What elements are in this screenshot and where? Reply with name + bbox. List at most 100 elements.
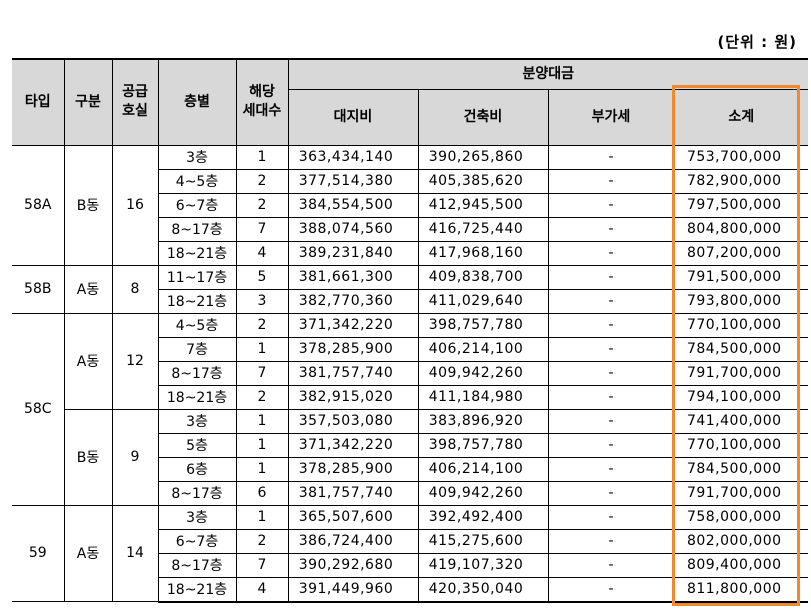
floor-cell: 8~17층 [157,360,237,386]
subtotal-cell: 784,500,000 [673,336,808,362]
floor-cell: 6~7층 [157,528,237,554]
floor-cell: 5층 [157,432,237,458]
type-cell: 58B [12,264,65,314]
subtotal-cell: 758,000,000 [673,504,808,530]
units-cell: 12 [111,312,159,410]
table-row: 6층 1 378,285,900 406,214,100 - 784,500,0… [12,456,808,482]
building-cell: 419,107,320 [417,552,549,578]
floor-cell: 6~7층 [157,192,237,218]
vat-cell: - [547,528,675,554]
subtotal-cell: 791,700,000 [673,360,808,386]
building-cell: 390,265,860 [417,144,549,170]
land-cell: 388,074,560 [287,216,419,242]
land-cell: 381,661,300 [287,264,419,290]
building-cell: 411,184,980 [417,384,549,410]
floor-cell: 18~21층 [157,576,237,603]
division-cell: A동 [63,264,113,314]
count-cell: 5 [235,264,289,290]
building-cell: 409,838,700 [417,264,549,290]
building-cell: 411,029,640 [417,288,549,314]
units-cell: 14 [111,504,159,602]
header-floor: 층별 [157,58,237,146]
division-cell: A동 [63,312,113,410]
vat-cell: - [547,480,675,506]
subtotal-cell: 770,100,000 [673,312,808,338]
vat-cell: - [547,360,675,386]
building-cell: 383,896,920 [417,408,549,434]
table-row: 18~21층 4 391,449,960 420,350,040 - 811,8… [12,576,808,603]
vat-cell: - [547,240,675,266]
division-cell: A동 [63,504,113,602]
land-cell: 363,434,140 [287,144,419,170]
building-cell: 416,725,440 [417,216,549,242]
vat-cell: - [547,312,675,338]
type-cell: 58A [12,144,65,266]
table-row: 58B A동 8 11~17층 5 381,661,300 409,838,70… [12,264,808,314]
count-cell: 4 [235,240,289,266]
land-cell: 378,285,900 [287,336,419,362]
land-cell: 381,757,740 [287,480,419,506]
building-cell: 409,942,260 [417,360,549,386]
units-cell: 8 [111,264,159,314]
subtotal-cell: 741,400,000 [673,408,808,434]
vat-cell: - [547,168,675,194]
vat-cell: - [547,552,675,578]
table-row: 58A B동 16 3층 1 363,434,140 390,265,860 -… [12,144,808,266]
table-row: 18~21층 4 389,231,840 417,968,160 - 807,2… [12,240,808,266]
floor-cell: 8~17층 [157,480,237,506]
vat-cell: - [547,288,675,314]
vat-cell: - [547,504,675,530]
count-cell: 1 [235,456,289,482]
count-cell: 2 [235,312,289,338]
building-cell: 398,757,780 [417,432,549,458]
subtotal-cell: 791,700,000 [673,480,808,506]
land-cell: 371,342,220 [287,312,419,338]
floor-cell: 18~21층 [157,384,237,410]
subtotal-cell: 782,900,000 [673,168,808,194]
division-cell: B동 [63,408,113,506]
table-row: 18~21층 2 382,915,020 411,184,980 - 794,1… [12,384,808,410]
subtotal-cell: 770,100,000 [673,432,808,458]
vat-cell: - [547,144,675,170]
header-households: 해당 세대수 [235,58,289,146]
type-cell: 59 [12,504,65,602]
land-cell: 384,554,500 [287,192,419,218]
land-cell: 365,507,600 [287,504,419,530]
header-land: 대지비 [287,88,419,146]
building-cell: 412,945,500 [417,192,549,218]
floor-cell: 11~17층 [157,264,237,290]
building-cell: 409,942,260 [417,480,549,506]
count-cell: 6 [235,480,289,506]
building-cell: 406,214,100 [417,456,549,482]
header-supply-units: 공급 호실 [111,58,159,146]
vat-cell: - [547,408,675,434]
floor-cell: 8~17층 [157,552,237,578]
land-cell: 391,449,960 [287,576,419,603]
land-cell: 389,231,840 [287,240,419,266]
subtotal-cell: 753,700,000 [673,144,808,170]
subtotal-cell: 794,100,000 [673,384,808,410]
count-cell: 3 [235,288,289,314]
subtotal-cell: 807,200,000 [673,240,808,266]
building-cell: 415,275,600 [417,528,549,554]
count-cell: 7 [235,216,289,242]
vat-cell: - [547,456,675,482]
header-subtotal: 소계 [673,88,808,146]
floor-cell: 4~5층 [157,168,237,194]
header-vat: 부가세 [547,88,675,146]
subtotal-cell: 809,400,000 [673,552,808,578]
division-cell: B동 [63,144,113,266]
land-cell: 382,915,020 [287,384,419,410]
count-cell: 2 [235,192,289,218]
count-cell: 2 [235,168,289,194]
subtotal-cell: 793,800,000 [673,288,808,314]
header-price-group: 분양대금 [287,58,808,90]
floor-cell: 7층 [157,336,237,362]
land-cell: 386,724,400 [287,528,419,554]
units-cell: 16 [111,144,159,266]
table-row: 8~17층 7 381,757,740 409,942,260 - 791,70… [12,360,808,386]
subtotal-cell: 797,500,000 [673,192,808,218]
floor-cell: 6층 [157,456,237,482]
count-cell: 1 [235,408,289,434]
building-cell: 392,492,400 [417,504,549,530]
